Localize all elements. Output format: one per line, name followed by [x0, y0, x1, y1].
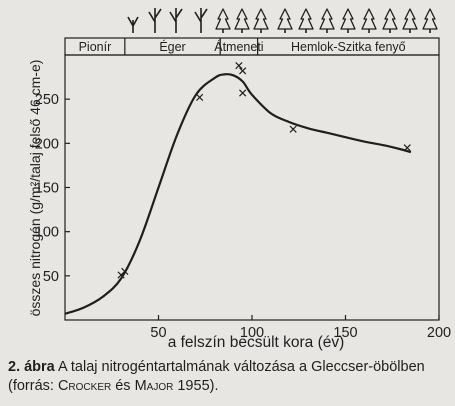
conifer-icon [277, 8, 293, 33]
x-tick-label: 50 [150, 325, 166, 341]
conifer-icon [253, 8, 269, 33]
conifer-icon [382, 8, 398, 33]
data-point [239, 67, 247, 75]
conifer-icon [361, 8, 377, 33]
y-tick-label: 50 [43, 269, 59, 285]
y-tick-label: 100 [35, 225, 59, 241]
herb-icon [127, 16, 139, 33]
caption-author-2: Major [134, 378, 174, 394]
series-trend-line [64, 73, 412, 315]
y-axis-label: összes nitrogén (g/m²/talaj felső 46 cm-… [27, 60, 43, 317]
succession-stage-band: Pionír Éger Átmeneti Hemlok-Szitka fenyő [64, 37, 440, 56]
stage-label: Éger [159, 39, 185, 54]
figure-number: 2. ábra [8, 359, 55, 375]
data-point [239, 89, 247, 97]
conifer-icon [422, 8, 438, 33]
stage-label: Hemlok-Szitka fenyő [291, 40, 406, 54]
data-point [289, 125, 297, 133]
conifer-icon [319, 8, 335, 33]
conifer-icon [402, 8, 418, 33]
deciduous-tree-icon [194, 8, 208, 33]
x-tick-label: 150 [333, 325, 357, 341]
caption-author-1: Crocker [57, 378, 112, 394]
x-axis-ticks: 50 100 150 200 [150, 315, 451, 341]
vegetation-icons [127, 8, 438, 33]
deciduous-tree-icon [169, 8, 183, 33]
data-point [403, 144, 411, 152]
y-tick-label: 250 [35, 92, 59, 108]
data-point [196, 93, 204, 102]
stage-label: Pionír [79, 40, 112, 54]
y-tick-label: 150 [35, 181, 59, 197]
caption-text-1: A talaj nitrogéntartalmának változása a … [8, 359, 425, 394]
data-point [235, 61, 243, 70]
plot-area: 50 100 150 200 50 100 150 200 250 [35, 54, 451, 341]
x-axis-label: a felszín becsült kora (év) [168, 334, 345, 351]
data-point [121, 267, 129, 276]
observation-points [117, 61, 411, 279]
caption-text-3: 1955). [173, 378, 219, 394]
stage-label: Átmeneti [214, 39, 263, 54]
caption-text-2: és [111, 378, 135, 394]
figure-caption: 2. ábra A talaj nitrogéntartalmának vált… [8, 358, 448, 396]
deciduous-tree-icon [148, 8, 162, 33]
conifer-icon [340, 8, 356, 33]
x-tick-label: 100 [240, 325, 264, 341]
conifer-icon [234, 8, 250, 33]
x-tick-label: 200 [427, 325, 451, 341]
conifer-icon [298, 8, 314, 33]
y-tick-label: 200 [35, 136, 59, 152]
conifer-icon [215, 8, 231, 33]
y-axis-ticks: 50 100 150 200 250 [35, 92, 70, 285]
